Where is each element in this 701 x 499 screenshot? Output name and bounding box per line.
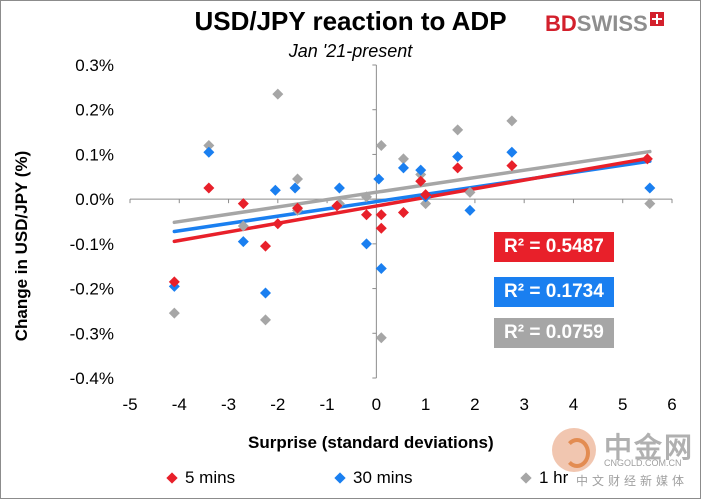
- chart-subtitle: Jan '21-present: [288, 41, 413, 61]
- data-point-30-mins: [464, 204, 476, 216]
- watermark-main-text: 中金网: [604, 432, 695, 463]
- data-point-1-hr: [361, 191, 373, 203]
- data-point-1-hr: [168, 307, 180, 319]
- x-tick-label: -2: [270, 395, 285, 414]
- x-tick-label: 2: [470, 395, 479, 414]
- trendline-1-hr: [172, 149, 652, 225]
- x-tick-label: -4: [172, 395, 187, 414]
- legend-label: 30 mins: [353, 468, 413, 487]
- cngold-logo-icon: [552, 428, 596, 472]
- x-tick-label: 6: [667, 395, 676, 414]
- data-point-30-mins: [373, 173, 385, 185]
- data-point-5-mins: [292, 202, 304, 214]
- data-point-30-mins: [333, 182, 345, 194]
- legend-label: 5 mins: [185, 468, 236, 487]
- data-point-5-mins: [260, 240, 271, 252]
- data-point-5-mins: [397, 207, 409, 219]
- y-tick-label: -0.2%: [70, 280, 114, 299]
- y-axis-label-text: Change in USD/JPY (%): [12, 150, 31, 342]
- data-point-5-mins: [641, 153, 653, 165]
- data-point-1-hr: [420, 198, 432, 210]
- data-point-30-mins: [361, 238, 373, 250]
- data-point-1-hr: [375, 139, 387, 151]
- data-point-5-mins: [452, 162, 464, 174]
- data-point-5-mins: [506, 160, 518, 172]
- data-point-30-mins: [452, 151, 464, 163]
- data-point-5-mins: [272, 218, 284, 230]
- y-tick-label: 0.0%: [75, 190, 114, 209]
- data-point-30-mins: [260, 287, 271, 299]
- data-point-5-mins: [375, 209, 387, 221]
- swiss-cross-icon: [649, 12, 664, 26]
- data-point-5-mins: [331, 200, 343, 212]
- data-point-30-mins: [644, 182, 656, 194]
- data-point-1-hr: [452, 124, 464, 136]
- x-tick-label: 1: [421, 395, 430, 414]
- data-point-30-mins: [415, 164, 427, 176]
- chart-title: USD/JPY reaction to ADP: [194, 6, 507, 36]
- logo-text-swiss: SWISS: [576, 11, 648, 36]
- legend-marker-grey-diamond: [520, 472, 532, 484]
- data-point-30-mins: [375, 262, 387, 274]
- data-point-1-hr: [272, 88, 284, 100]
- trendline-5-mins: [172, 156, 650, 244]
- r2-label-30-mins: R² = 0.1734: [494, 277, 614, 307]
- point-layer: [168, 88, 656, 344]
- tick-label-layer: 0.3% 0.2% 0.1% 0.0% -0.1% -0.2% -0.3% -0.4% -5 -4…: [70, 56, 677, 414]
- data-point-30-mins: [289, 182, 301, 194]
- data-point-5-mins: [361, 209, 373, 221]
- legend-item-30-mins: 30 mins: [334, 468, 413, 488]
- x-tick-label: -1: [320, 395, 335, 414]
- x-axis-label: Surprise (standard deviations): [248, 433, 494, 452]
- trendline-layer: [172, 149, 652, 244]
- data-point-1-hr: [464, 186, 476, 198]
- r2-label-1-hr: R² = 0.0759: [494, 318, 614, 348]
- data-point-1-hr: [260, 314, 271, 326]
- data-point-5-mins: [237, 198, 249, 210]
- data-point-5-mins: [415, 175, 427, 187]
- data-point-5-mins: [375, 222, 387, 234]
- legend-item-5-mins: 5 mins: [166, 468, 236, 488]
- x-tick-label: -5: [122, 395, 137, 414]
- x-tick-label: -3: [221, 395, 236, 414]
- y-tick-label: 0.1%: [75, 145, 114, 164]
- r2-label-5-mins: R² = 0.5487: [494, 232, 614, 262]
- x-tick-label: 5: [618, 395, 627, 414]
- y-tick-label: -0.3%: [70, 324, 114, 343]
- legend-item-1-hr: 1 hr: [520, 468, 569, 488]
- legend-marker-red-diamond: [166, 472, 178, 484]
- data-point-1-hr: [375, 332, 387, 344]
- data-point-1-hr: [292, 173, 304, 185]
- legend-marker-blue-diamond: [334, 472, 346, 484]
- data-point-30-mins: [506, 146, 518, 158]
- y-tick-label: 0.2%: [75, 101, 114, 120]
- data-point-30-mins: [269, 184, 281, 196]
- y-tick-label: -0.4%: [70, 369, 114, 388]
- cngold-watermark: 中金网 CNGOLD.COM.CN 中文财经新媒体: [548, 424, 698, 494]
- x-tick-label: 3: [519, 395, 528, 414]
- data-point-1-hr: [203, 139, 215, 151]
- legend-label: 1 hr: [539, 468, 569, 487]
- data-point-30-mins: [397, 162, 409, 174]
- data-point-5-mins: [420, 189, 432, 201]
- logo-text-bd: BD: [545, 11, 577, 36]
- data-point-1-hr: [397, 153, 409, 165]
- y-tick-label: -0.1%: [70, 235, 114, 254]
- y-tick-label: 0.3%: [75, 56, 114, 75]
- data-point-5-mins: [203, 182, 215, 194]
- data-point-1-hr: [644, 198, 656, 210]
- data-point-30-mins: [237, 236, 249, 248]
- bdswiss-logo: BD SWISS: [545, 8, 664, 40]
- watermark-tagline: 中文财经新媒体: [576, 474, 689, 488]
- data-point-5-mins: [168, 276, 180, 288]
- data-point-1-hr: [237, 220, 249, 232]
- data-point-30-mins: [203, 146, 215, 158]
- x-tick-label: 0: [372, 395, 381, 414]
- data-point-1-hr: [506, 115, 518, 127]
- watermark-url: CNGOLD.COM.CN: [604, 458, 682, 468]
- x-tick-label: 4: [569, 395, 578, 414]
